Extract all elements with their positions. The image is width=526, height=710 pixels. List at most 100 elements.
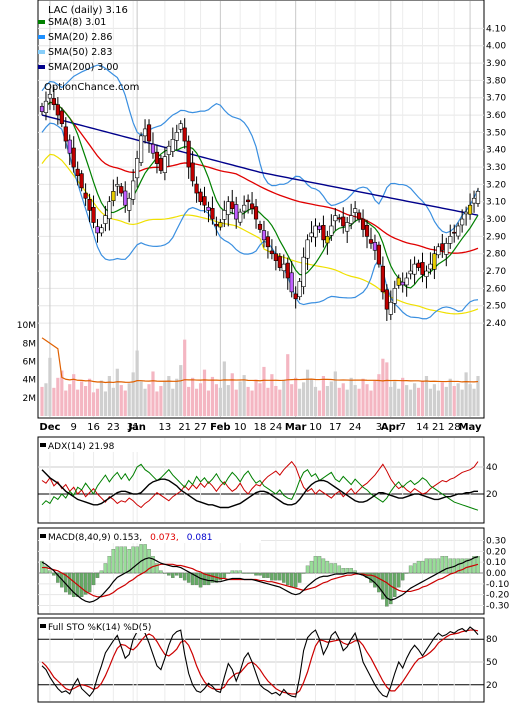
macd-lines	[41, 556, 479, 603]
candle-body	[154, 151, 160, 164]
macd-histogram-bar	[282, 572, 286, 583]
price-panel: 4.10 4.00 3.90 3.80 3.70 3.60 3.50 3.40 3.30 3.20…	[17, 0, 506, 419]
candle-body	[285, 262, 290, 279]
volume-bar	[56, 377, 60, 416]
candle-body	[87, 199, 92, 211]
volume-bar	[436, 390, 440, 416]
sto-y-ticks: 80 50 20	[486, 635, 498, 691]
volume-bar	[369, 390, 373, 416]
sto-tick-label: 50	[486, 658, 498, 668]
volume-bar	[230, 373, 234, 416]
macd-histogram-bar	[460, 558, 464, 574]
date-label: 9	[71, 422, 77, 433]
candle-body	[297, 281, 302, 298]
volume-tick-label: 2M	[23, 394, 37, 404]
macd-panel: MACD(8,40,9) 0.153, 0.073, 0.081 0.300.200…	[37, 527, 510, 615]
macd-histogram-bar	[317, 556, 322, 574]
candle-body	[475, 191, 481, 204]
candle-body	[388, 301, 393, 315]
candle-body	[59, 110, 64, 125]
watermark: OptionChance.com	[44, 82, 139, 93]
price-tick-label: 3.50	[486, 128, 506, 138]
macd-histogram-bar	[163, 572, 167, 574]
price-tick-label: 3.40	[486, 146, 506, 156]
candles	[39, 86, 481, 321]
volume-bar	[298, 388, 302, 416]
sma50-line	[41, 101, 479, 254]
candle-body	[460, 218, 465, 226]
candle-body	[138, 135, 144, 163]
macd-y-ticks: 0.300.200.100.00-0.10-0.20-0.30	[486, 537, 510, 612]
volume-bar	[428, 388, 433, 416]
candle-body	[39, 106, 45, 112]
candle-body	[111, 191, 116, 201]
minus-di-line	[41, 460, 479, 509]
macd-histogram-bar	[171, 572, 175, 578]
volume-bar	[329, 381, 333, 416]
volume-bar	[171, 388, 175, 416]
candle-body	[289, 272, 294, 293]
candle-body	[329, 225, 334, 236]
candle-body	[238, 211, 243, 223]
legend-label: SMA(50) 2.83	[48, 47, 112, 58]
sto-legend-swatch	[40, 624, 46, 628]
macd-histogram-bar	[329, 563, 334, 574]
candle-body	[158, 158, 164, 171]
macd-histogram-bar	[135, 546, 139, 574]
candle-body	[115, 184, 120, 187]
macd-histogram-bar	[396, 572, 401, 588]
candle-body	[325, 236, 330, 244]
volume-bar	[262, 366, 266, 416]
macd-histogram-bar	[373, 572, 377, 588]
volume-bar	[76, 389, 80, 416]
macd-histogram	[40, 544, 480, 607]
volume-bar	[187, 386, 191, 416]
date-label: 18	[254, 422, 267, 433]
volume-bar	[341, 383, 345, 416]
macd-tick-label: -0.30	[486, 602, 510, 612]
macd-histogram-bar	[48, 570, 52, 574]
candle-body	[420, 262, 425, 275]
volume-bar	[91, 392, 96, 416]
volume-bar	[424, 376, 429, 416]
volume-bar	[147, 384, 151, 416]
volume-bar	[309, 379, 314, 416]
volume-bar	[80, 381, 84, 416]
date-label: 13	[159, 422, 172, 433]
candle-body	[467, 204, 473, 215]
macd-histogram-bar	[127, 549, 131, 574]
macd-histogram-bar	[250, 572, 254, 574]
candle-body	[170, 139, 175, 152]
volume-bar	[107, 376, 111, 416]
candle-body	[269, 250, 274, 255]
macd-histogram-bar	[404, 572, 409, 574]
macd-histogram-bar	[412, 563, 417, 574]
date-label: 21	[178, 422, 191, 433]
candle-body	[400, 281, 405, 286]
volume-bar	[175, 378, 179, 416]
macd-tick-label: 0.30	[486, 537, 506, 547]
adx-grid	[38, 438, 484, 522]
volume-bar	[325, 386, 329, 416]
volume-bar	[397, 388, 401, 416]
legend-label: SMA(200) 3.00	[48, 62, 118, 73]
legend-swatch	[38, 65, 45, 69]
volume-bar	[401, 377, 405, 416]
volume-bar	[163, 380, 167, 416]
volume-bar	[234, 389, 238, 416]
candle-body	[337, 217, 342, 220]
macd-histogram-bar	[444, 556, 449, 574]
macd-histogram-bar	[393, 572, 397, 597]
candle-body	[198, 191, 203, 203]
volume-bar	[389, 386, 393, 416]
volume-bar	[64, 390, 68, 416]
volume-bar	[305, 369, 310, 416]
volume-bar	[191, 377, 195, 416]
volume-bar	[456, 383, 460, 416]
macd-histogram-bar	[99, 570, 104, 574]
macd-tick-label: 0.20	[486, 547, 506, 557]
macd-histogram-bar	[270, 572, 274, 581]
date-label: 28	[448, 422, 461, 433]
adx-label-bg	[39, 438, 149, 452]
